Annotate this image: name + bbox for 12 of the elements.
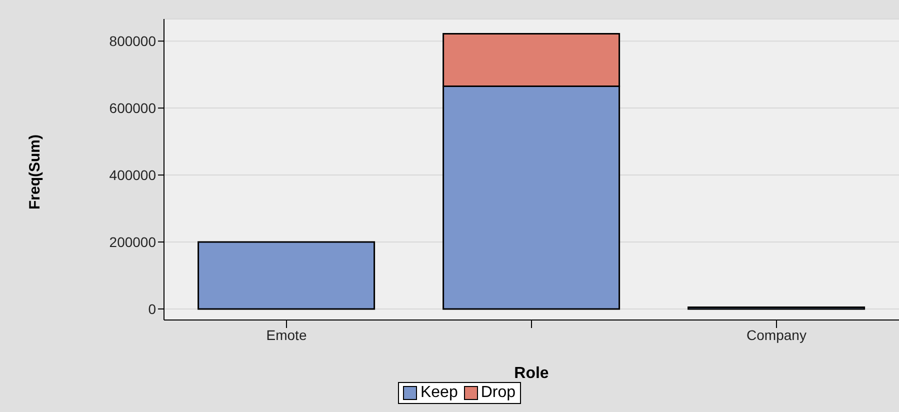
y-tick-label: 200000 [109, 234, 156, 250]
x-axis-title: Role [514, 365, 549, 382]
legend-label: Keep [419, 384, 458, 402]
x-tick-label: Emote [266, 326, 307, 343]
bar [198, 241, 376, 310]
y-tick-label: 800000 [109, 33, 156, 50]
legend-label: Drop [480, 384, 516, 402]
y-axis-title: Freq(Sum) [26, 134, 44, 210]
x-tick-label: Company [746, 326, 806, 343]
y-tick-label: 600000 [109, 100, 156, 116]
y-tick-label: 400000 [109, 166, 156, 183]
y-tick-label: 0 [148, 300, 156, 317]
